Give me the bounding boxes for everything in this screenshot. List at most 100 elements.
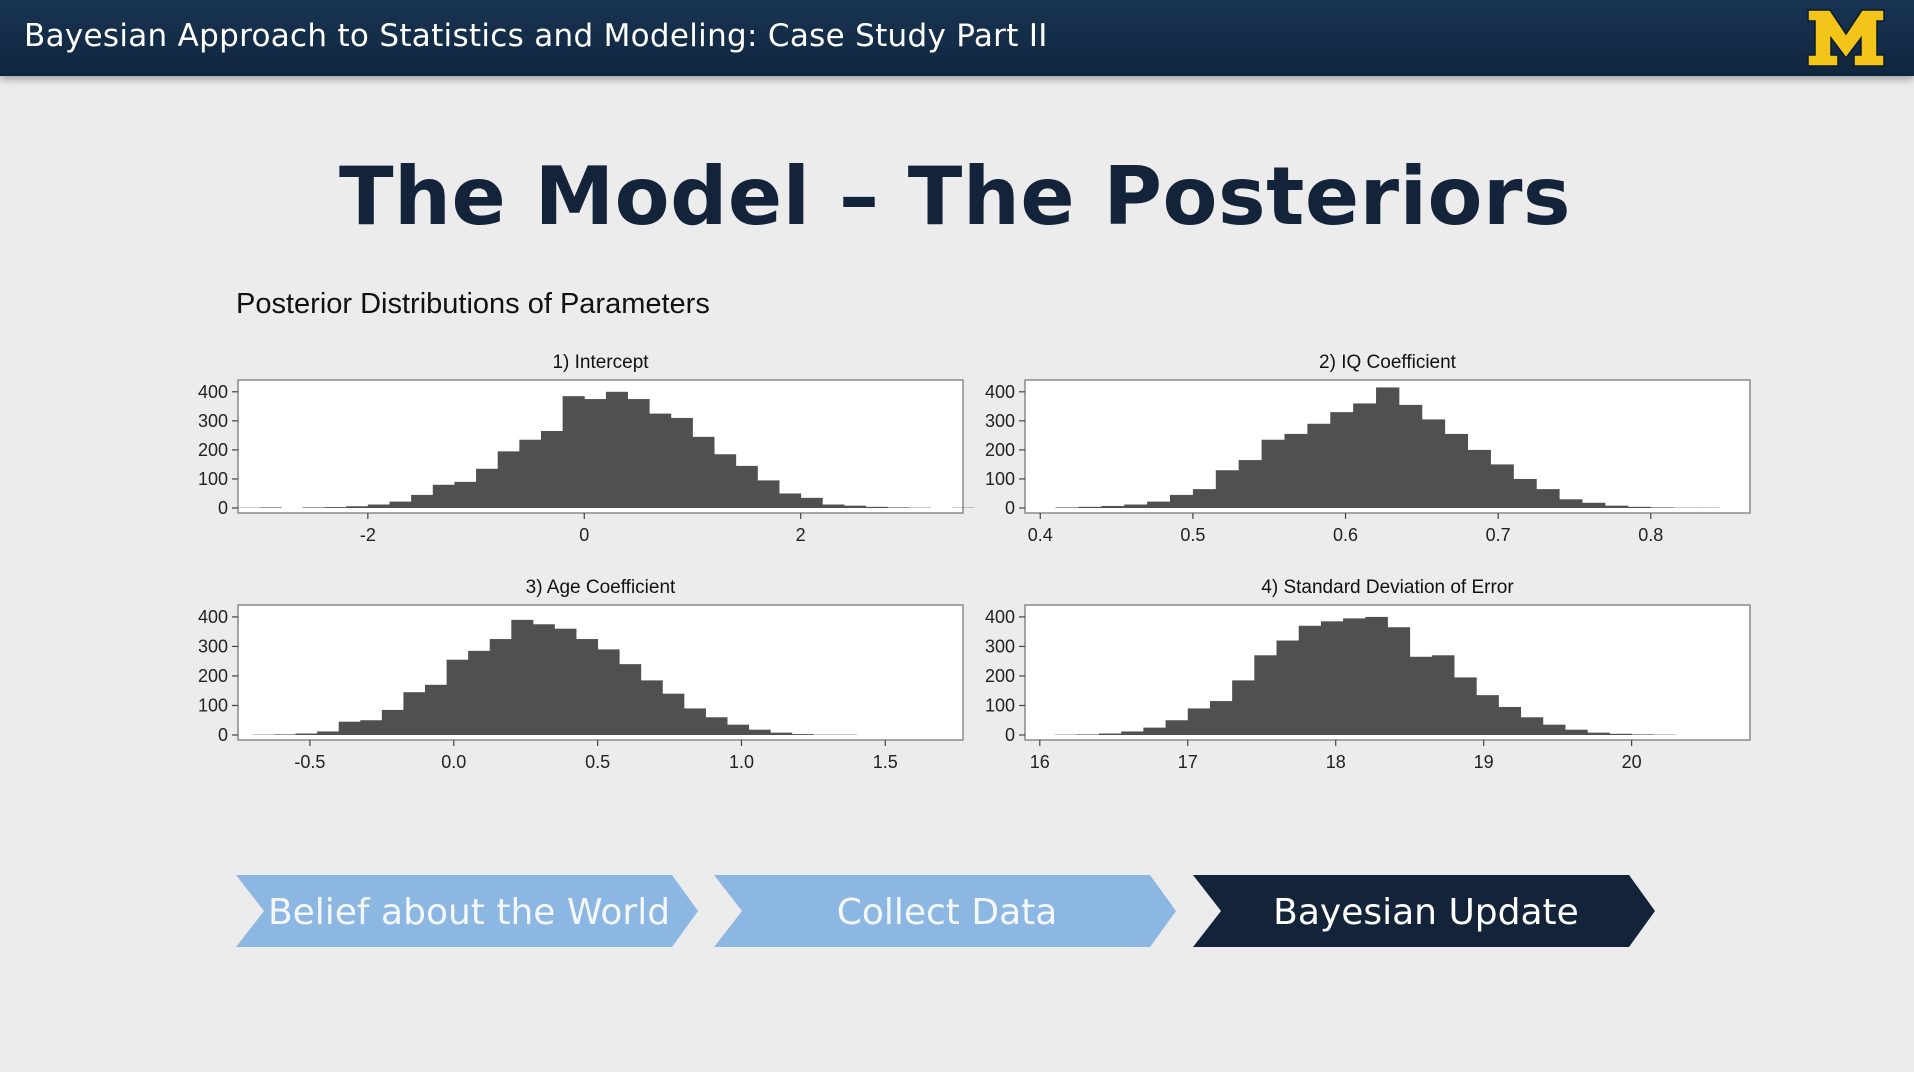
y-tick-label: 300: [985, 636, 1015, 656]
histogram-bar: [779, 493, 802, 508]
x-tick-label: 20: [1622, 752, 1642, 772]
panel-title: 2) IQ Coefficient: [1319, 352, 1457, 373]
y-tick-label: 100: [198, 695, 228, 715]
histogram-bar: [259, 507, 282, 508]
step-collect-data-label: Collect Data: [837, 892, 1058, 933]
histogram-bar: [662, 693, 685, 735]
step-collect-data-arrow: [714, 875, 1176, 947]
y-tick-label: 0: [218, 498, 228, 518]
histogram-bar: [1582, 502, 1606, 508]
histogram-bar: [1330, 412, 1354, 508]
histogram-bar: [1215, 470, 1240, 508]
histogram-bar: [1498, 706, 1522, 735]
histogram-bar: [1298, 625, 1322, 735]
histogram-bar: [887, 507, 910, 508]
x-tick-label: -2: [360, 525, 376, 545]
step-bayesian-update: Bayesian Update: [1193, 875, 1655, 947]
x-tick-label: 17: [1178, 752, 1198, 772]
y-tick-label: 100: [985, 469, 1015, 489]
course-title: Bayesian Approach to Statistics and Mode…: [24, 18, 1048, 54]
x-tick-label: 1.5: [873, 752, 898, 772]
step-belief: Belief about the World: [236, 875, 698, 947]
section-subtitle: Posterior Distributions of Parameters: [236, 288, 710, 320]
x-tick-label: 16: [1030, 752, 1050, 772]
histogram-bar: [735, 465, 758, 508]
histogram-iq-coefficient: 2) IQ Coefficient 0 100 200 300 400 0.4 0.5 0.6 0…: [985, 352, 1751, 545]
histogram-bar: [692, 436, 715, 508]
histogram-bar: [1421, 419, 1446, 508]
histogram-bar: [584, 399, 607, 508]
histogram-bar: [295, 733, 318, 735]
histogram-bar: [273, 734, 296, 735]
panel-title: 1) Intercept: [552, 352, 649, 373]
histogram-bar: [822, 504, 845, 508]
histogram-bar: [1398, 404, 1423, 508]
y-tick-label: 200: [198, 440, 228, 460]
histogram-bar: [1559, 499, 1583, 508]
histogram-bar: [403, 692, 426, 735]
histogram-bar: [770, 732, 793, 735]
slide-title: The Model – The Posteriors: [338, 150, 1572, 243]
histogram-bar: [1409, 656, 1433, 735]
histogram-bar: [389, 501, 412, 508]
histogram-bar: [1307, 423, 1331, 508]
x-tick-label: 1.0: [729, 752, 754, 772]
histogram-bar: [1192, 489, 1217, 508]
histogram-bar: [1187, 708, 1211, 735]
step-bayesian-update-arrow: [1193, 875, 1655, 947]
x-tick-label: 0.8: [1638, 525, 1663, 545]
histogram-bar: [1387, 627, 1411, 735]
x-tick-label: 0.5: [585, 752, 610, 772]
histogram-intercept: 1) Intercept 0 100 200 300 400 -2 0 2: [198, 352, 975, 545]
y-tick-label: 400: [985, 607, 1015, 627]
histogram-bar: [1078, 506, 1102, 508]
histogram-bar: [1124, 504, 1148, 508]
histogram-bar: [1650, 507, 1675, 508]
histogram-bar: [1376, 387, 1400, 508]
histogram-bar: [562, 396, 585, 508]
step-belief-arrow: [236, 875, 698, 947]
histogram-bar: [1143, 727, 1166, 735]
histogram-bar: [446, 659, 469, 735]
step-bayesian-update-label: Bayesian Update: [1273, 892, 1579, 933]
histogram-bar: [532, 624, 555, 735]
histogram-bar: [360, 720, 383, 735]
y-tick-label: 400: [198, 382, 228, 402]
histogram-bar: [425, 684, 447, 735]
histogram-bar: [540, 431, 564, 508]
histogram-bar: [381, 709, 404, 735]
histogram-bar: [640, 680, 663, 735]
histogram-bar: [1536, 489, 1560, 508]
x-tick-label: 0.4: [1028, 525, 1053, 545]
histogram-bar: [727, 724, 750, 735]
histogram-bar: [1605, 505, 1629, 508]
step-collect-data: Collect Data: [714, 875, 1176, 947]
histogram-bar: [468, 650, 491, 735]
block-m-logo-icon: [1807, 9, 1885, 67]
histogram-bar: [1284, 433, 1308, 508]
histogram-bar: [367, 504, 390, 508]
histogram-bar: [605, 391, 628, 508]
histogram-bar: [670, 417, 693, 508]
histogram-bar: [1476, 695, 1499, 735]
histogram-bar: [1587, 732, 1610, 735]
histogram-bar: [1232, 680, 1255, 735]
histogram-bar: [1627, 506, 1652, 508]
histogram-bar: [627, 399, 650, 508]
histogram-bar: [519, 439, 542, 508]
histogram-bar: [1490, 464, 1514, 508]
y-tick-label: 200: [985, 666, 1015, 686]
histogram-bar: [843, 505, 867, 508]
histogram-bar: [1467, 449, 1491, 508]
histogram-bar: [324, 507, 347, 508]
y-tick-label: 0: [1005, 725, 1015, 745]
histogram-bar: [791, 734, 814, 735]
histogram-bar: [1254, 655, 1277, 735]
y-tick-label: 400: [198, 607, 228, 627]
y-tick-label: 100: [198, 469, 228, 489]
histogram-bar: [1320, 621, 1344, 735]
histogram-bar: [748, 729, 771, 735]
histogram-bar: [649, 413, 672, 508]
histogram-bar: [1121, 731, 1144, 735]
